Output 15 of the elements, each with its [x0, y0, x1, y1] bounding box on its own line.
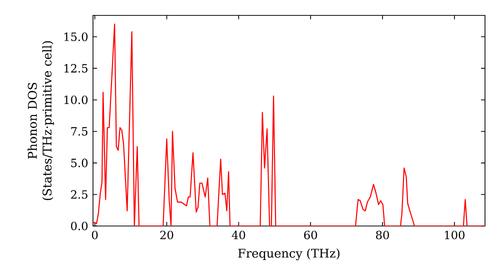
y-tick-label: 15.0 [64, 32, 88, 42]
x-axis-title: Frequency (THz) [238, 248, 340, 260]
y-tick-label: 0.0 [71, 222, 88, 230]
x-tick-label: 100 [445, 230, 464, 240]
x-tick-label: 40 [232, 230, 246, 240]
y-axis-title: Phonon DOS (States/THz·primitive cell) [28, 41, 54, 200]
y-tick-label: 12.5 [64, 64, 88, 73]
x-tick-label: 80 [376, 230, 389, 240]
y-tick-label: 5.0 [71, 158, 88, 168]
y-tick-label: 10.0 [64, 96, 88, 104]
x-tick-label: 60 [304, 230, 318, 240]
x-tick-label: 20 [160, 230, 174, 240]
x-tick-label: 0 [92, 230, 98, 240]
y-tick-label: 2.5 [71, 190, 88, 199]
y-tick-label: 7.5 [71, 127, 88, 136]
